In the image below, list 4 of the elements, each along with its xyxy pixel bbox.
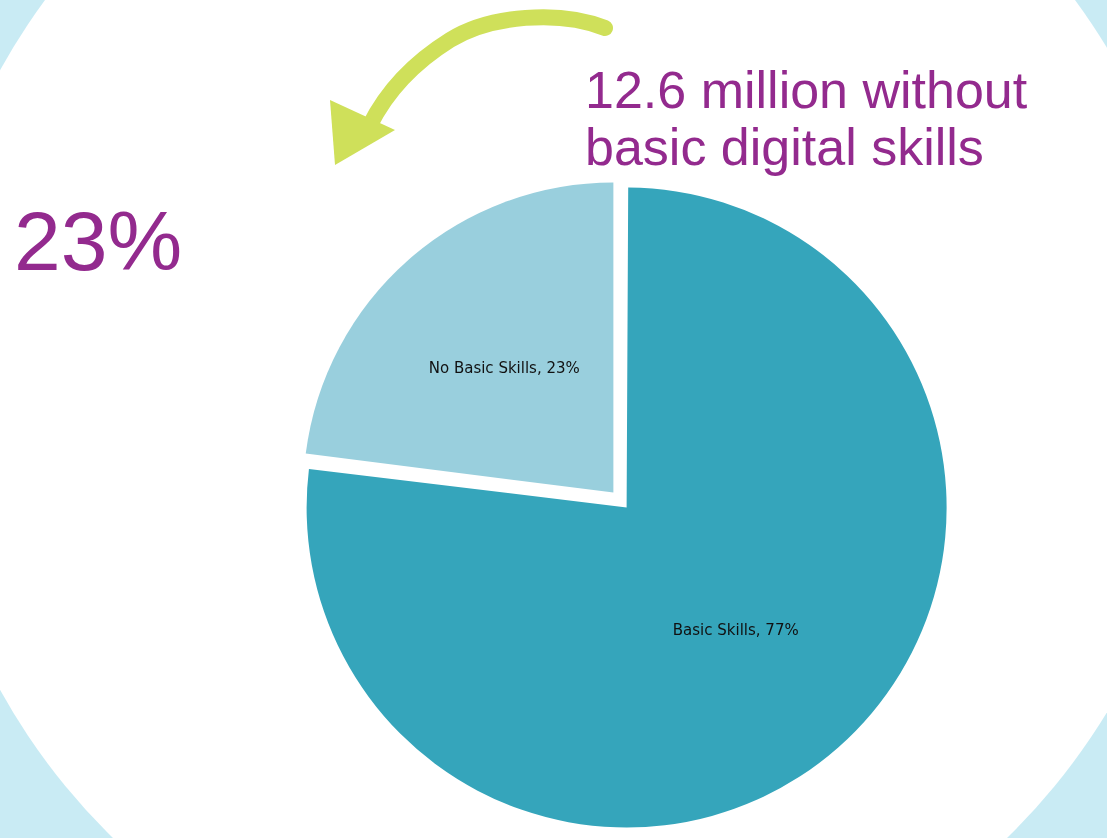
text: 12.6 million without basic digital skills — [585, 61, 1029, 177]
data-label: 23% — [14, 194, 183, 288]
slice-label: No Basic Skills, 23% — [428, 358, 580, 377]
slice-label: Basic Skills, 77% — [672, 621, 799, 640]
